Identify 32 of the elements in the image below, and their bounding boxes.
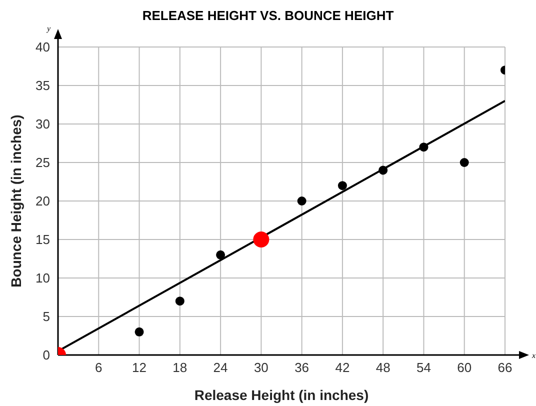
x-tick-label: 24 xyxy=(213,360,228,376)
y-tick-label: 10 xyxy=(36,270,50,286)
point xyxy=(253,232,270,248)
x-tick-label: 6 xyxy=(95,360,102,376)
point xyxy=(297,196,306,206)
y-tick-label: 5 xyxy=(42,309,50,324)
x-tick-label: 18 xyxy=(172,360,188,376)
chart-title: RELEASE HEIGHT VS. BOUNCE HEIGHT xyxy=(141,8,395,23)
point xyxy=(134,327,144,336)
point xyxy=(460,158,469,167)
x-tick-label: 60 xyxy=(457,360,472,376)
x-tick-label: 30 xyxy=(254,360,268,376)
y-tick-label: 30 xyxy=(36,116,50,132)
y-tick-label: 15 xyxy=(36,232,50,248)
y-tick-label: 25 xyxy=(36,155,50,170)
y-tick-label: 20 xyxy=(36,194,50,209)
x-tick-label: 42 xyxy=(335,360,350,376)
x-tick-label: 54 xyxy=(416,360,431,376)
point xyxy=(338,181,347,190)
y-tick-label: 0 xyxy=(42,348,50,363)
x-axis-title: Release Height (in inches) xyxy=(194,387,369,403)
y-tick-label: 40 xyxy=(36,40,50,55)
point xyxy=(175,296,184,306)
x-tick-label: 48 xyxy=(376,360,390,376)
x-tick-label: 12 xyxy=(132,360,147,376)
text: y xyxy=(46,24,51,33)
point xyxy=(216,250,226,260)
y-tick-label: 35 xyxy=(36,78,50,94)
text: x xyxy=(531,351,536,360)
x-tick-label: 66 xyxy=(498,360,512,376)
x-tick-label: 36 xyxy=(294,360,310,376)
y-axis-title: Bounce Height (in inches) xyxy=(8,114,24,288)
